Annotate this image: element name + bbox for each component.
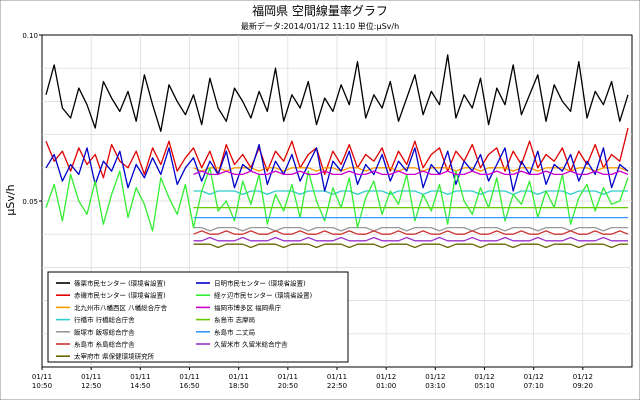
series-line — [193, 190, 628, 196]
series-line — [193, 226, 628, 232]
series-line — [193, 236, 628, 242]
legend-label: 篠栗市民センター (環境省設置) — [74, 279, 166, 288]
x-tick-label: 03:10 — [425, 382, 445, 390]
legend-label: 糸島市 志摩局 — [214, 315, 255, 324]
legend-label: 日明市民センター (環境省設置) — [214, 279, 306, 288]
x-tick-label: 22:50 — [327, 382, 347, 390]
x-tick-label: 07:10 — [524, 382, 544, 390]
x-tick-label: 01/11 — [130, 373, 150, 381]
chart-title: 福岡県 空間線量率グラフ — [252, 3, 388, 18]
series-line — [45, 167, 629, 232]
x-tick-label: 01/11 — [327, 373, 347, 381]
x-tick-label: 01/11 — [81, 373, 101, 381]
x-tick-label: 20:50 — [278, 382, 298, 390]
y-axis-label: μSv/h — [4, 184, 17, 215]
chart-subtitle: 最新データ:2014/01/12 11:10 単位:μSv/h — [241, 21, 399, 31]
series-line — [193, 170, 629, 176]
legend-label: 赤磯市民センター (環境省設置) — [74, 291, 166, 300]
series-line — [45, 143, 629, 192]
series-line — [193, 243, 628, 249]
legend-label: 福岡市博多区 福岡県庁 — [214, 303, 282, 312]
x-tick-label: 01/11 — [229, 373, 249, 381]
legend-label: 北九州市八幡西区 八幡総合庁舎 — [74, 303, 168, 312]
x-tick-label: 14:50 — [130, 382, 150, 390]
series-line — [45, 127, 629, 179]
legend-label: 久留米市 久留米総合庁舎 — [214, 340, 288, 349]
x-tick-label: 01/12 — [425, 373, 445, 381]
x-tick-label: 01/12 — [376, 373, 396, 381]
x-tick-label: 10:50 — [32, 382, 52, 390]
x-tick-label: 01/12 — [524, 373, 544, 381]
x-tick-label: 01/11 — [278, 373, 298, 381]
y-tick-label: 0.10 — [22, 32, 38, 40]
x-tick-label: 12:50 — [81, 382, 101, 390]
x-tick-label: 16:50 — [179, 382, 199, 390]
x-tick-label: 01/12 — [474, 373, 494, 381]
legend-label: 糸島市 二丈局 — [214, 327, 255, 336]
x-tick-label: 18:50 — [229, 382, 249, 390]
legend-label: 太宰府市 県保健環境研究所 — [74, 352, 155, 361]
x-tick-label: 01/12 — [573, 373, 593, 381]
x-tick-label: 01/11 — [179, 373, 199, 381]
series-line — [193, 167, 629, 172]
legend-label: 経ヶ辺市民センター (環境省設置) — [214, 291, 312, 300]
legend-label: 飯塚市 飯塚総合庁舎 — [74, 327, 135, 336]
legend-label: 行橋市 行橋総合庁舎 — [74, 315, 135, 324]
x-tick-label: 09:20 — [573, 382, 593, 390]
y-tick-label: 0.05 — [22, 198, 38, 206]
legend-label: 糸島市 糸島総合庁舎 — [74, 340, 135, 349]
x-tick-label: 01:00 — [376, 382, 396, 390]
plot-area: 0.100.0501/1110:5001/1112:5001/1114:5001… — [22, 32, 633, 390]
x-tick-label: 05:10 — [474, 382, 494, 390]
legend-box — [47, 271, 349, 363]
x-tick-label: 01/11 — [32, 373, 52, 381]
series-line — [45, 54, 629, 132]
series-line — [193, 230, 629, 235]
